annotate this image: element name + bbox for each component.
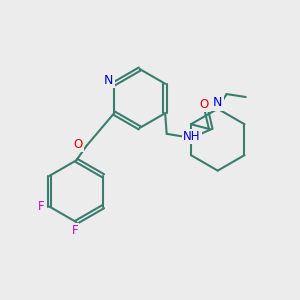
Text: NH: NH	[183, 130, 200, 143]
Text: F: F	[72, 224, 78, 237]
Text: O: O	[74, 138, 83, 151]
Text: N: N	[104, 74, 114, 87]
Text: N: N	[213, 96, 222, 110]
Text: O: O	[200, 98, 209, 111]
Text: F: F	[38, 200, 45, 213]
